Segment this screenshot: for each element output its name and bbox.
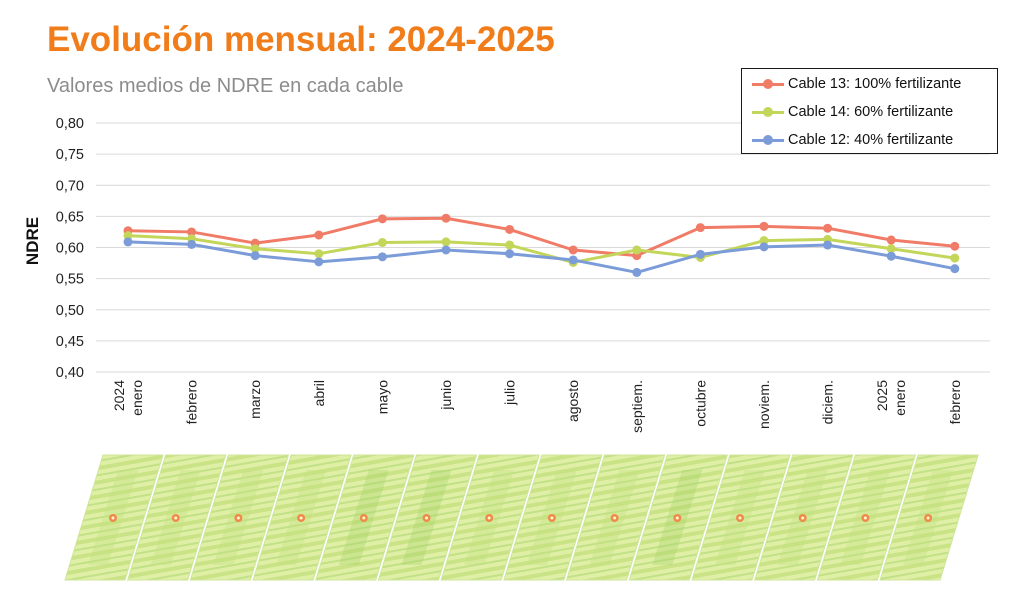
data-point [123,237,133,247]
series-3 [123,237,960,277]
legend-item: Cable 14: 60% fertilizante [752,101,953,123]
series-line [127,240,956,274]
y-tick-label: 0,75 [56,147,84,163]
y-tick-label: 0,55 [56,272,84,288]
x-tick-label: septiem. [629,380,645,433]
data-point [314,257,324,267]
y-tick-label: 0,65 [56,209,84,225]
data-point [695,249,705,259]
x-tick-label: abril [311,380,327,406]
data-point [187,239,197,249]
y-axis-ticks: 0,80 0,75 0,70 0,65 0,60 0,55 0,50 0,45 0,40 [56,116,84,381]
data-point [695,223,705,233]
data-point [250,251,260,261]
x-tick-label: agosto [565,380,581,422]
field-plot-image [691,454,791,581]
x-tick-label: noviem. [756,380,772,429]
data-point [632,267,642,277]
data-point [441,237,451,247]
field-plot-image [252,454,352,581]
data-point [441,213,451,223]
series-1 [123,213,960,261]
y-tick-label: 0,50 [56,303,84,319]
data-point [377,214,387,224]
data-point [632,245,642,255]
series-lines [123,213,960,277]
x-tick-label: marzo [247,380,263,419]
legend-swatch [752,101,784,123]
x-tick-label: enero [892,380,908,416]
data-point [505,224,515,234]
data-point [123,231,133,241]
y-tick-label: 0,45 [56,334,84,350]
data-point [568,255,578,265]
x-tick-label: mayo [374,380,390,414]
field-plot-image [440,454,540,581]
x-tick-label: junio [438,380,454,411]
data-point [886,235,896,245]
field-images-strip [64,454,979,581]
legend-label: Cable 14: 60% fertilizante [788,104,954,120]
data-point [250,244,260,254]
field-plot-image [565,454,666,581]
field-plot-image [64,454,164,581]
data-point [505,249,515,259]
data-point [187,227,197,237]
data-point [950,253,960,263]
legend-swatch [752,129,784,151]
field-plot-image [189,454,290,581]
data-point [568,245,578,255]
data-point [377,252,387,262]
x-axis-ticks: 2024 enero febrero marzo abril mayo junio julio… [111,380,963,433]
legend-swatch [752,73,784,95]
y-axis-title: NDRE [23,217,42,265]
field-plot-image [315,454,415,581]
y-tick-label: 0,40 [56,365,84,381]
chart-legend: Cable 13: 100% fertilizante Cable 14: 60%… [741,68,998,154]
field-plot-image [879,454,979,581]
legend-item: Cable 12: 40% fertilizante [752,129,953,151]
data-point [441,245,451,255]
x-tick-label: 2025 [874,380,890,411]
data-point [314,249,324,259]
x-tick-label: 2024 [111,380,127,411]
data-point [823,240,833,250]
field-plot-image [628,454,728,581]
series-line [127,234,956,264]
x-tick-label: febrero [947,380,963,425]
x-tick-label: julio [502,380,518,406]
x-tick-label: octubre [692,380,708,427]
gridlines [96,122,990,373]
data-point [505,240,515,250]
legend-label: Cable 13: 100% fertilizante [788,76,962,92]
data-point [886,244,896,254]
x-tick-label: enero [129,380,145,416]
x-tick-label: febrero [184,380,200,425]
page-subtitle: Valores medios de NDRE en cada cable [47,75,404,97]
data-point [950,264,960,274]
y-tick-label: 0,80 [56,116,84,132]
data-point [950,241,960,251]
field-plot-image [754,454,854,581]
field-plot-image [377,454,478,581]
data-point [759,221,769,231]
series-line [127,216,955,258]
series-2 [123,231,960,267]
data-point [759,236,769,246]
x-tick-label: diciem. [820,380,836,424]
data-point [759,242,769,252]
y-tick-label: 0,60 [56,241,84,257]
data-point [314,230,324,240]
field-plot-image [503,454,603,581]
legend-item: Cable 13: 100% fertilizante [752,73,961,95]
y-tick-label: 0,70 [56,178,84,194]
legend-label: Cable 12: 40% fertilizante [788,132,954,148]
data-point [886,251,896,261]
data-point [377,238,387,248]
page-title: Evolución mensual: 2024-2025 [47,20,555,59]
field-plot-image [816,454,917,581]
field-plot-image [127,454,227,581]
data-point [823,223,833,233]
